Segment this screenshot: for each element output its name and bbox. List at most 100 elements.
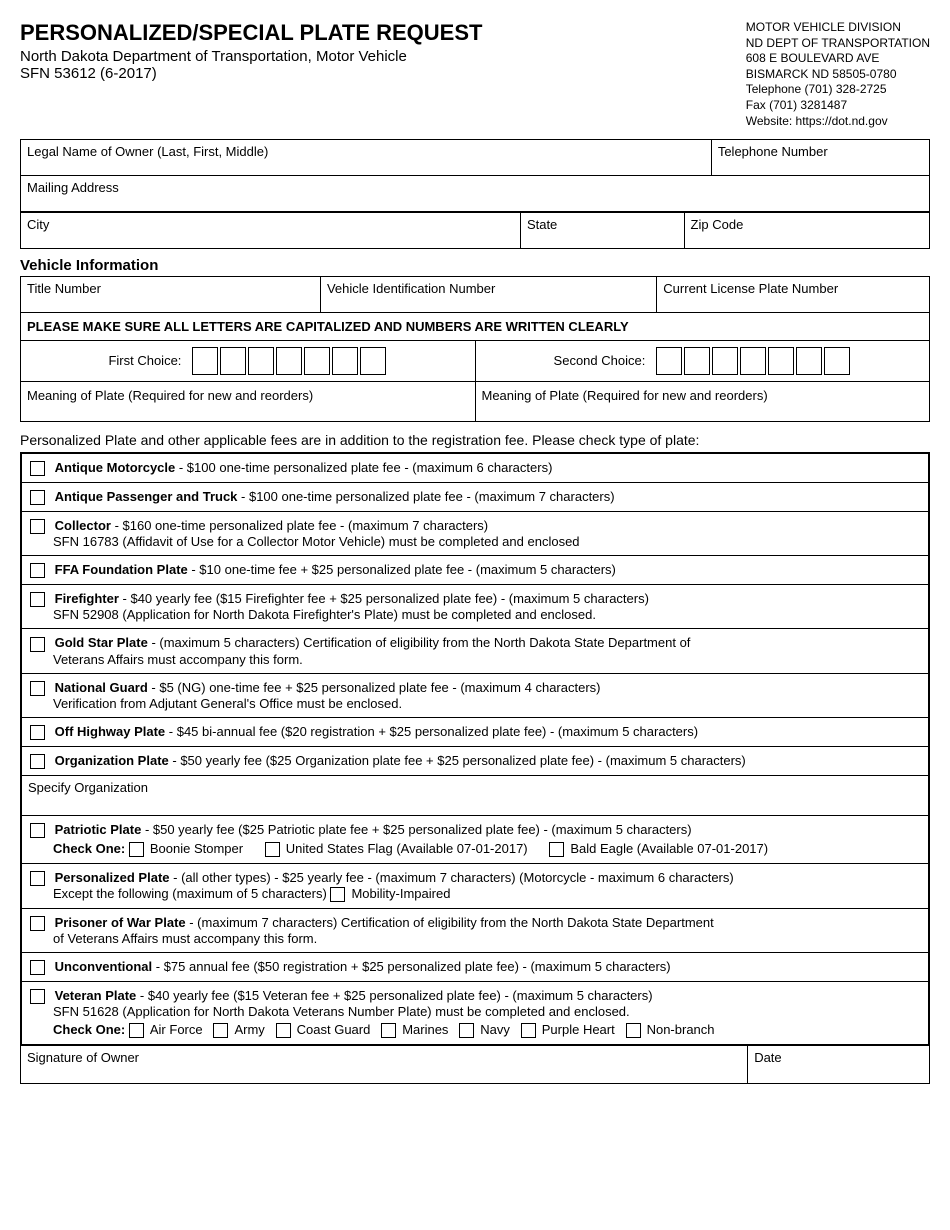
coastguard-label: Coast Guard <box>297 1022 371 1037</box>
char-box[interactable] <box>192 347 218 375</box>
opt-sub: SFN 16783 (Affidavit of Use for a Collec… <box>53 534 920 549</box>
zip-field[interactable]: Zip Code <box>684 213 929 249</box>
opt-rest: - $50 yearly fee ($25 Organization plate… <box>169 753 746 768</box>
opt-name: Antique Motorcycle <box>55 460 176 475</box>
opt-name: Organization Plate <box>55 753 169 768</box>
mailing-field[interactable]: Mailing Address <box>21 176 930 212</box>
checkbox-coastguard[interactable] <box>276 1023 291 1038</box>
first-choice-label: First Choice: <box>108 353 181 368</box>
vehicle-section-title: Vehicle Information <box>20 257 930 274</box>
checkbox[interactable] <box>30 725 45 740</box>
page-title: PERSONALIZED/SPECIAL PLATE REQUEST <box>20 20 482 46</box>
checkbox-eagle[interactable] <box>549 842 564 857</box>
personalized-subrow: Except the following (maximum of 5 chara… <box>53 886 920 902</box>
army-label: Army <box>234 1022 264 1037</box>
specify-organization-field[interactable]: Specify Organization <box>22 776 928 816</box>
opt-rest: - (all other types) - $25 yearly fee - (… <box>170 870 734 885</box>
airforce-label: Air Force <box>150 1022 203 1037</box>
veteran-subrow: Check One: Air Force Army Coast Guard Ma… <box>53 1022 920 1038</box>
navy-label: Navy <box>480 1022 510 1037</box>
telephone-field[interactable]: Telephone Number <box>711 140 929 176</box>
checkbox[interactable] <box>30 754 45 769</box>
char-box[interactable] <box>220 347 246 375</box>
checkbox[interactable] <box>30 592 45 607</box>
legal-name-field[interactable]: Legal Name of Owner (Last, First, Middle… <box>21 140 712 176</box>
char-box[interactable] <box>360 347 386 375</box>
char-box[interactable] <box>656 347 682 375</box>
opt-sub: Verification from Adjutant General's Off… <box>53 696 920 711</box>
checkbox-flag[interactable] <box>265 842 280 857</box>
city-row: City State Zip Code <box>20 212 930 249</box>
char-box[interactable] <box>304 347 330 375</box>
opt-name: National Guard <box>55 680 148 695</box>
state-field[interactable]: State <box>520 213 684 249</box>
second-choice-label: Second Choice: <box>554 353 646 368</box>
opt-collector: Collector - $160 one-time personalized p… <box>22 512 928 556</box>
opt-rest: - $40 yearly fee ($15 Firefighter fee + … <box>119 591 649 606</box>
vin-field[interactable]: Vehicle Identification Number <box>320 277 656 313</box>
checkbox[interactable] <box>30 916 45 931</box>
agency-line: MOTOR VEHICLE DIVISION <box>746 20 930 36</box>
eagle-label: Bald Eagle (Available 07-01-2017) <box>570 841 768 856</box>
owner-table: Legal Name of Owner (Last, First, Middle… <box>20 139 930 212</box>
form-id: SFN 53612 (6-2017) <box>20 65 482 82</box>
opt-name: Gold Star Plate <box>55 635 148 650</box>
char-box[interactable] <box>684 347 710 375</box>
char-box[interactable] <box>824 347 850 375</box>
char-box[interactable] <box>740 347 766 375</box>
checkbox-army[interactable] <box>213 1023 228 1038</box>
checkbox-airforce[interactable] <box>129 1023 144 1038</box>
opt-rest: - $40 yearly fee ($15 Veteran fee + $25 … <box>136 988 652 1003</box>
checkbox[interactable] <box>30 989 45 1004</box>
char-box[interactable] <box>768 347 794 375</box>
opt-sub: SFN 52908 (Application for North Dakota … <box>53 607 920 622</box>
checkbox[interactable] <box>30 871 45 886</box>
checkbox[interactable] <box>30 563 45 578</box>
checkbox[interactable] <box>30 960 45 975</box>
mobility-label: Mobility-Impaired <box>351 886 450 901</box>
checkbox[interactable] <box>30 490 45 505</box>
checkbox[interactable] <box>30 823 45 838</box>
char-box[interactable] <box>276 347 302 375</box>
caps-note: PLEASE MAKE SURE ALL LETTERS ARE CAPITAL… <box>20 313 930 341</box>
boonie-label: Boonie Stomper <box>150 841 243 856</box>
plate-number-field[interactable]: Current License Plate Number <box>657 277 930 313</box>
opt-national-guard: National Guard - $5 (NG) one-time fee + … <box>22 674 928 718</box>
checkbox[interactable] <box>30 519 45 534</box>
checkbox[interactable] <box>30 637 45 652</box>
checkbox-navy[interactable] <box>459 1023 474 1038</box>
opt-name: Antique Passenger and Truck <box>55 489 238 504</box>
opt-name: Prisoner of War Plate <box>55 915 186 930</box>
opt-rest: - $160 one-time personalized plate fee -… <box>111 518 488 533</box>
checkbox[interactable] <box>30 461 45 476</box>
checkbox-mobility[interactable] <box>330 887 345 902</box>
agency-address: MOTOR VEHICLE DIVISION ND DEPT OF TRANSP… <box>746 20 930 129</box>
flag-label: United States Flag (Available 07-01-2017… <box>286 841 528 856</box>
city-field[interactable]: City <box>21 213 521 249</box>
checkbox-purpleheart[interactable] <box>521 1023 536 1038</box>
opt-name: Patriotic Plate <box>55 822 142 837</box>
checkbox-boonie[interactable] <box>129 842 144 857</box>
check-one-label: Check One: <box>53 1022 125 1037</box>
choices-table: First Choice: Second Choice: Meaning of … <box>20 341 930 422</box>
opt-name: Personalized Plate <box>55 870 170 885</box>
signature-field[interactable]: Signature of Owner <box>21 1046 748 1084</box>
agency-line: Telephone (701) 328-2725 <box>746 82 930 98</box>
title-number-field[interactable]: Title Number <box>21 277 321 313</box>
opt-pow: Prisoner of War Plate - (maximum 7 chara… <box>22 909 928 953</box>
checkbox[interactable] <box>30 681 45 696</box>
char-box[interactable] <box>796 347 822 375</box>
date-field[interactable]: Date <box>748 1046 930 1084</box>
meaning2-field[interactable]: Meaning of Plate (Required for new and r… <box>475 382 930 422</box>
char-box[interactable] <box>248 347 274 375</box>
check-one-label: Check One: <box>53 841 125 856</box>
meaning1-field[interactable]: Meaning of Plate (Required for new and r… <box>21 382 476 422</box>
header: PERSONALIZED/SPECIAL PLATE REQUEST North… <box>20 20 930 129</box>
char-box[interactable] <box>712 347 738 375</box>
char-box[interactable] <box>332 347 358 375</box>
opt-name: Firefighter <box>55 591 119 606</box>
agency-line: Fax (701) 3281487 <box>746 98 930 114</box>
checkbox-nonbranch[interactable] <box>626 1023 641 1038</box>
second-choice-cell: Second Choice: <box>475 341 930 382</box>
checkbox-marines[interactable] <box>381 1023 396 1038</box>
